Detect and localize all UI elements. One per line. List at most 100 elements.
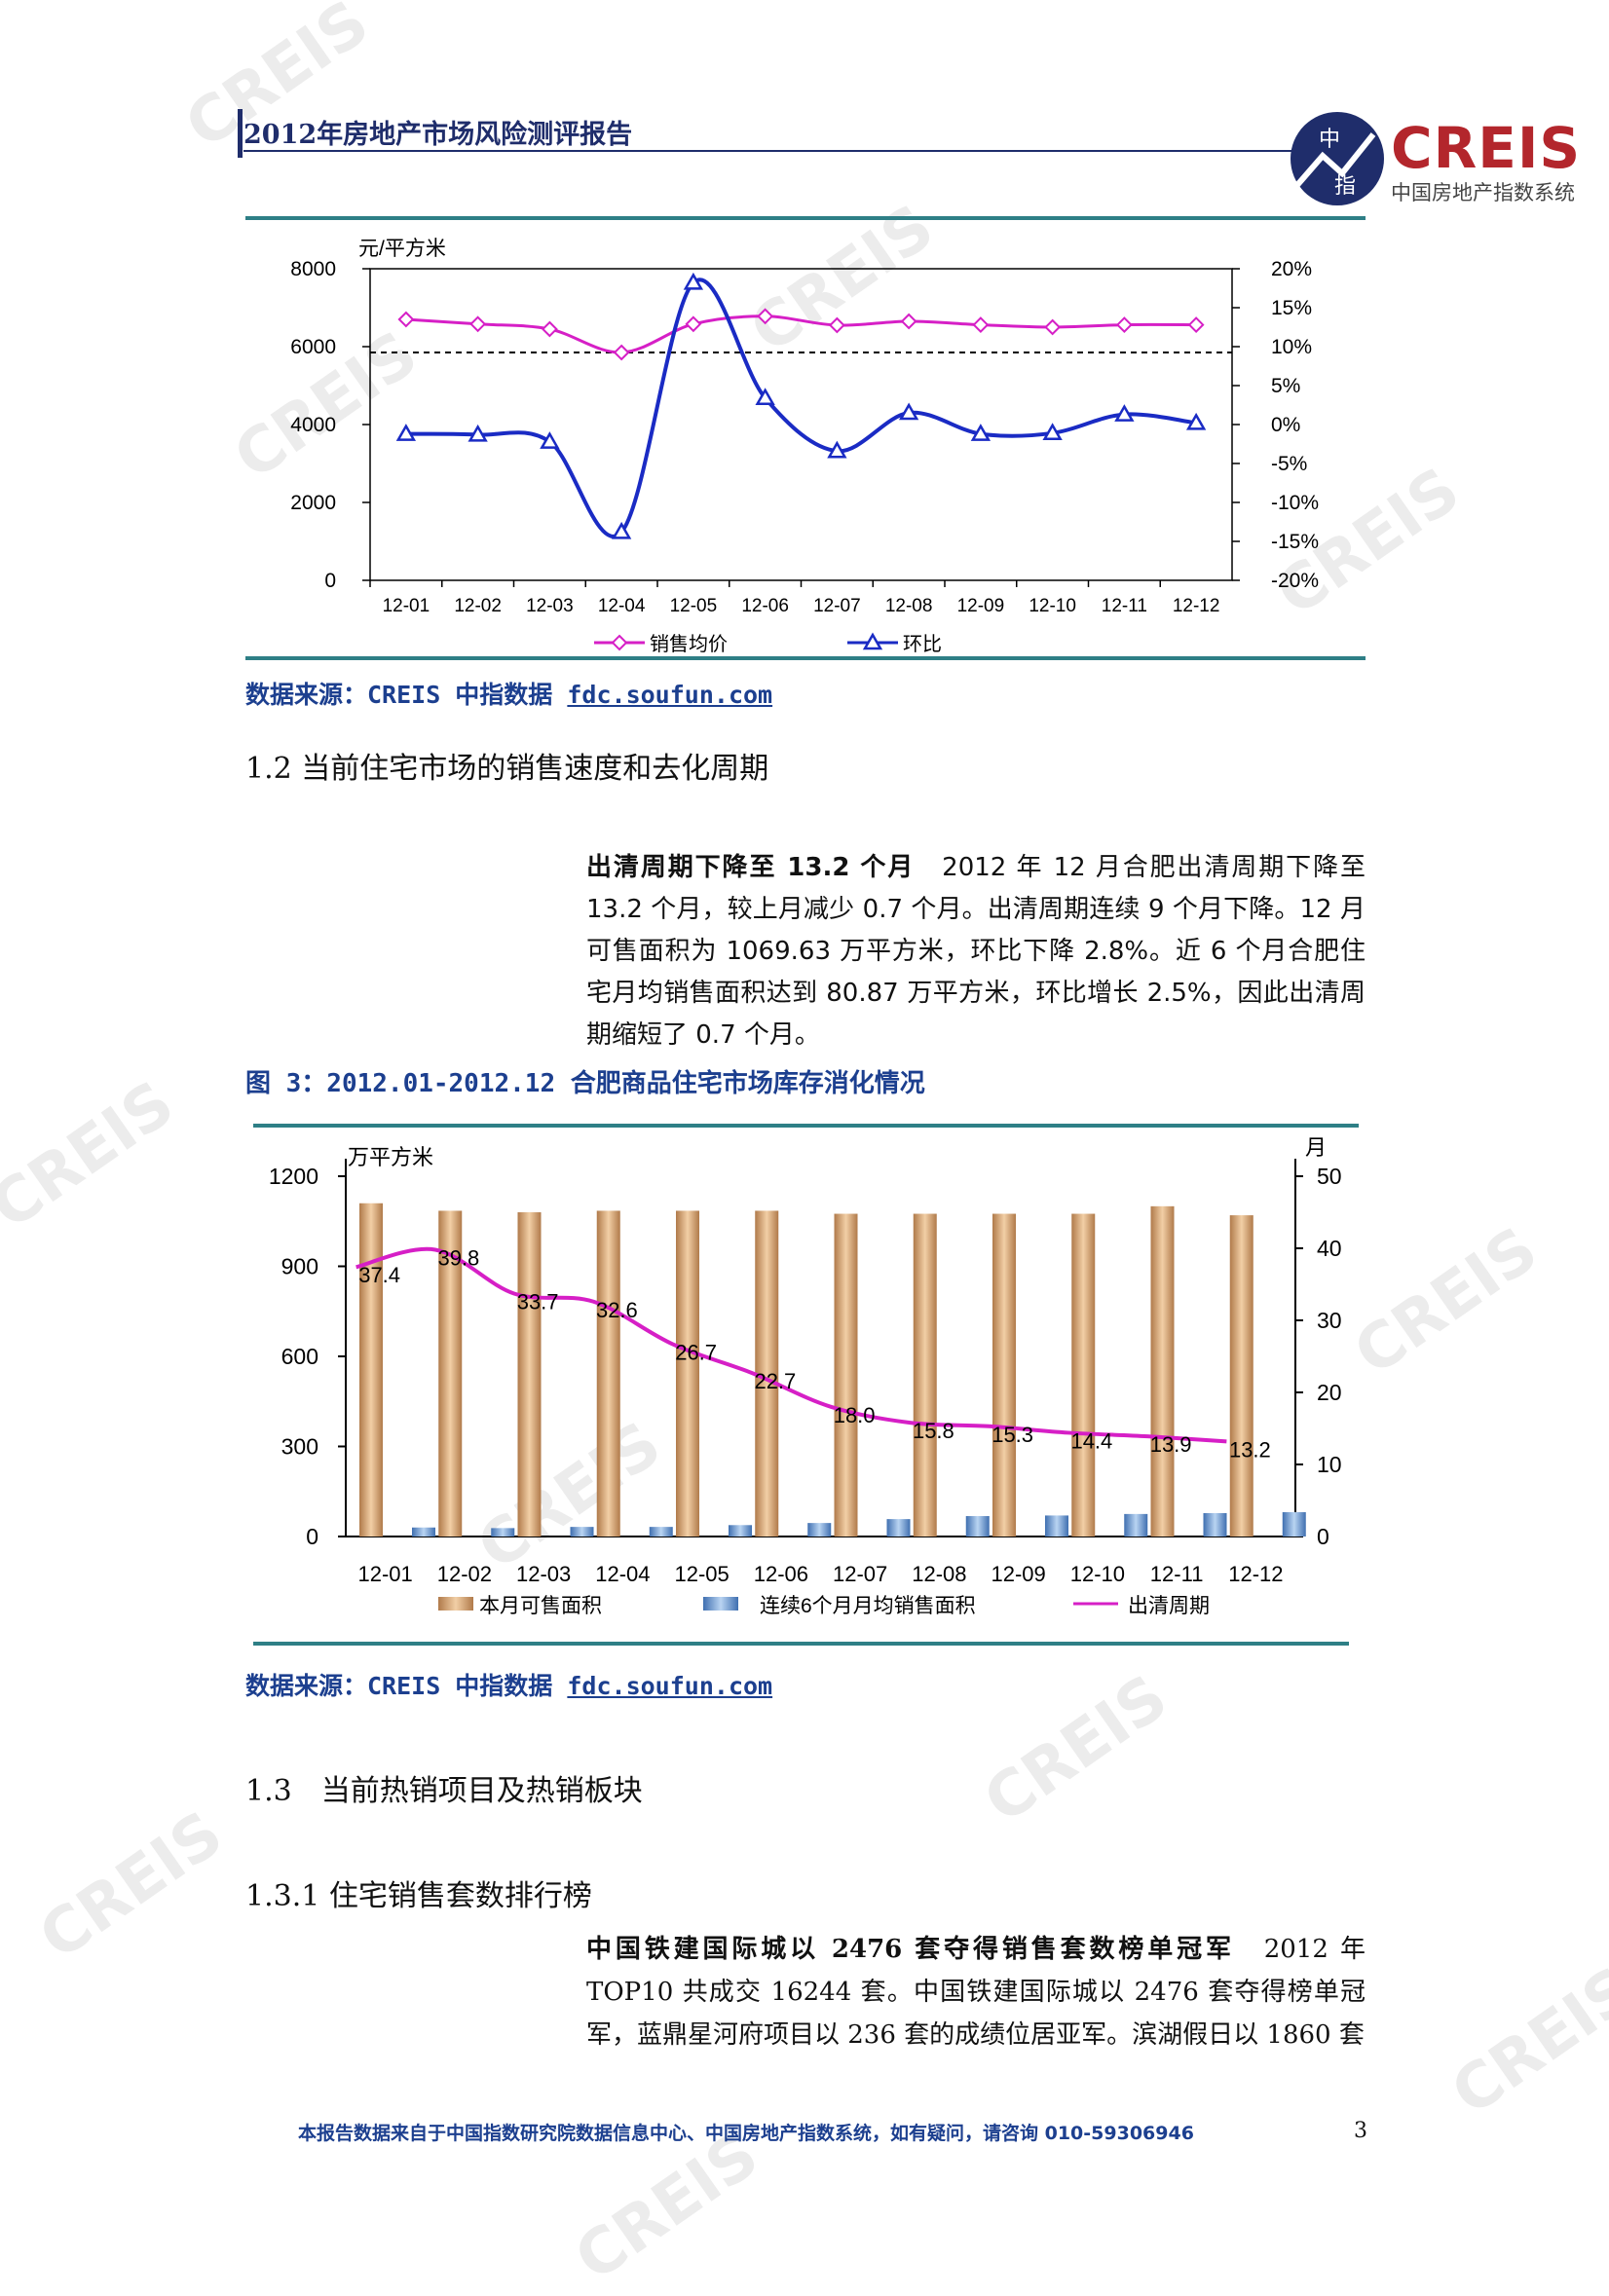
watermark: CREIS [26, 1797, 237, 1975]
source-link[interactable]: fdc.soufun.com [567, 681, 773, 709]
bar-available-area [676, 1210, 699, 1537]
legend-bar-icon [438, 1597, 473, 1611]
section-heading: 1.3 当前热销项目及热销板块 [245, 1774, 643, 1808]
x-tick-label: 12-04 [598, 596, 646, 616]
bar-available-area [1071, 1213, 1096, 1537]
x-tick-label: 12-08 [912, 1562, 966, 1586]
right-axis-unit: 月 [1305, 1135, 1327, 1160]
x-tick-label: 12-01 [357, 1562, 412, 1586]
x-tick-label: 12-07 [813, 596, 861, 616]
bar-avg-sales-area [965, 1516, 990, 1537]
x-tick-label: 12-05 [670, 596, 718, 616]
x-tick-label: 12-12 [1173, 596, 1220, 616]
report-title: 2012年房地产市场风险测评报告 [243, 120, 633, 150]
left-tick-label: 4000 [290, 414, 336, 436]
x-tick-label: 12-08 [885, 596, 933, 616]
right-tick-label: -20% [1271, 570, 1319, 592]
logo-globe-icon: 中 指 [1291, 112, 1384, 205]
bar-avg-sales-area [1124, 1513, 1148, 1537]
bar-avg-sales-area [886, 1519, 911, 1537]
chart2-top-rule [253, 1124, 1359, 1128]
right-tick-label: 15% [1271, 297, 1312, 319]
left-axis-unit: 万平方米 [348, 1145, 433, 1169]
bar-avg-sales-area [1203, 1512, 1227, 1537]
diamond-marker [757, 308, 774, 325]
bar-available-area [913, 1213, 937, 1537]
bar-available-area [359, 1203, 383, 1537]
watermark: CREIS [971, 1661, 1181, 1838]
x-tick-label: 12-12 [1228, 1562, 1283, 1586]
triangle-marker [1185, 412, 1207, 430]
bar-available-area [992, 1213, 1016, 1537]
left-axis-unit: 元/平方米 [358, 238, 446, 260]
x-tick-label: 12-11 [1150, 1562, 1204, 1586]
source-label: 数据来源：CREIS 中指数据 [245, 681, 568, 709]
left-tick-label: 600 [281, 1344, 318, 1369]
creis-logo: 中 指 CREIS 中国房地产指数系统 [1286, 107, 1607, 214]
x-tick-label: 12-09 [991, 1562, 1045, 1586]
triangle-marker [1042, 423, 1063, 441]
paragraph: 中国铁建国际城以 2476 套夺得销售套数榜单冠军 2012 年 TOP10 共… [586, 1928, 1366, 2056]
section-heading: 1.2 当前住宅市场的销售速度和去化周期 [245, 752, 769, 786]
left-tick-label: 8000 [290, 258, 336, 280]
left-tick-label: 6000 [290, 336, 336, 358]
logo-subtitle: 中国房地产指数系统 [1391, 181, 1575, 204]
x-tick-label: 12-05 [674, 1562, 729, 1586]
chart1-top-rule [245, 216, 1366, 220]
right-tick-label: -10% [1271, 492, 1319, 514]
bar-avg-sales-area [491, 1528, 515, 1537]
x-tick-label: 12-03 [526, 596, 574, 616]
diamond-marker [900, 313, 917, 330]
data-label: 37.4 [358, 1263, 400, 1287]
svg-text:中: 中 [1319, 127, 1340, 151]
legend-label: 出清周期 [1128, 1595, 1210, 1617]
page-number: 3 [1354, 2119, 1367, 2143]
bar-available-area [438, 1210, 463, 1537]
paragraph-body: 2012 年 12 月合肥出清周期下降至 13.2 个月，较上月减少 0.7 个… [586, 853, 1366, 1050]
triangle-marker [970, 424, 992, 441]
bar-avg-sales-area [729, 1525, 752, 1537]
source-link[interactable]: fdc.soufun.com [567, 1672, 773, 1700]
x-tick-label: 12-10 [1070, 1562, 1125, 1586]
right-tick-label: 10% [1271, 336, 1312, 358]
clearance-period-line [355, 1246, 1227, 1444]
data-label: 39.8 [437, 1245, 479, 1270]
data-label: 26.7 [675, 1340, 717, 1364]
diamond-marker [685, 315, 702, 333]
diamond-marker [397, 311, 415, 328]
legend-diamond-icon [611, 634, 628, 651]
right-tick-label: 10 [1317, 1452, 1342, 1477]
legend-label: 销售均价 [650, 633, 728, 655]
diamond-marker [828, 316, 845, 334]
bar-available-area [834, 1213, 858, 1537]
bar-avg-sales-area [1045, 1515, 1068, 1537]
paragraph-body: 2012 年 TOP10 共成交 16244 套。中国铁建国际城以 2476 套… [586, 1935, 1366, 2050]
watermark: CREIS [0, 1067, 188, 1244]
left-tick-label: 1200 [269, 1164, 318, 1189]
left-tick-label: 0 [324, 570, 336, 592]
chart1-bottom-rule [245, 656, 1366, 660]
chart1-source: 数据来源：CREIS 中指数据 fdc.soufun.com [245, 676, 772, 711]
watermark: CREIS [562, 2119, 772, 2296]
left-tick-label: 300 [281, 1434, 318, 1460]
right-tick-label: 30 [1317, 1308, 1342, 1333]
triangle-marker [755, 388, 775, 406]
data-label: 14.4 [1070, 1428, 1112, 1453]
logo-wordmark: CREIS [1391, 115, 1582, 181]
diamond-marker [1044, 318, 1062, 336]
right-tick-label: -15% [1271, 531, 1319, 553]
source-label: 数据来源：CREIS 中指数据 [245, 1672, 568, 1700]
triangle-marker [827, 440, 847, 459]
triangle-marker [898, 402, 919, 421]
left-tick-label: 2000 [290, 492, 336, 514]
x-tick-label: 12-09 [957, 596, 1005, 616]
legend-triangle-icon [862, 632, 883, 650]
data-label: 13.2 [1229, 1437, 1271, 1462]
series-line-triangle [405, 278, 1197, 538]
triangle-marker [468, 424, 488, 442]
diamond-marker [1115, 316, 1133, 334]
right-tick-label: 20 [1317, 1380, 1342, 1405]
chart2-bottom-rule [253, 1642, 1349, 1646]
watermark: CREIS [1439, 1953, 1609, 2130]
data-label: 33.7 [517, 1290, 559, 1315]
